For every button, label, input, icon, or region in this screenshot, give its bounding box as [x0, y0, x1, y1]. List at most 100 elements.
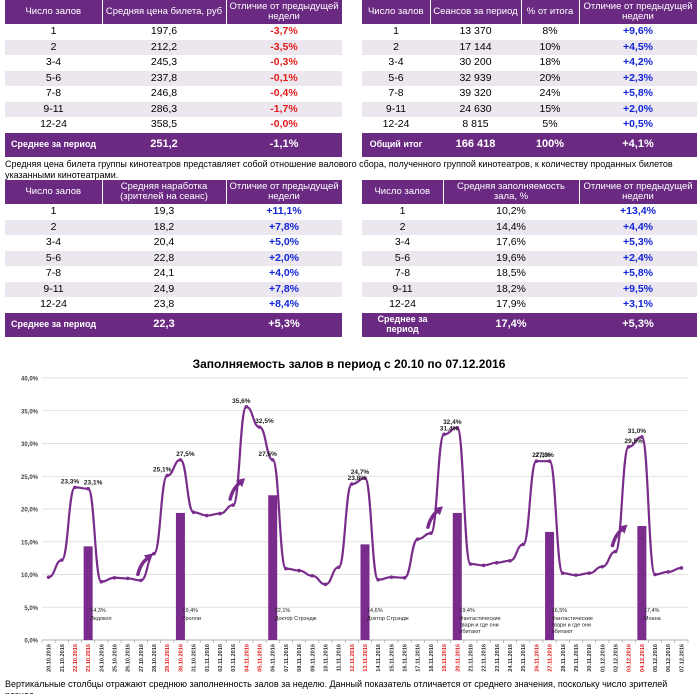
weekly-bar — [83, 546, 93, 640]
y-tick-label: 40,0% — [21, 377, 39, 383]
x-tick-label: 13.11.2016 — [363, 644, 369, 672]
data-point — [534, 459, 539, 463]
data-point — [508, 558, 512, 563]
x-tick-label: 05.12.2016 — [653, 644, 659, 672]
x-tick-label: 05.11.2016 — [258, 644, 264, 672]
avg-occupancy-table: Число залов Средняя заполняемость зала, … — [362, 180, 698, 337]
film-name-label: обитают — [459, 629, 481, 635]
table-cell: +2,0% — [579, 101, 697, 117]
table-cell: 5-6 — [362, 70, 430, 86]
header-change: Отличие от предыдущей недели — [226, 0, 343, 24]
table-cell: 2 — [5, 39, 102, 55]
film-name-label: Моана — [644, 616, 662, 622]
trend-arrows — [136, 478, 628, 577]
table-cell: 286,3 — [102, 101, 226, 117]
x-tick-label: 09.11.2016 — [310, 644, 316, 672]
table-cell: +9,5% — [579, 281, 697, 297]
x-tick-label: 28.11.2016 — [561, 644, 567, 672]
x-tick-label: 23.10.2016 — [86, 644, 92, 672]
data-point — [363, 476, 367, 481]
weekly-bar — [175, 512, 185, 640]
table-cell: 32 939 — [430, 70, 521, 86]
chart-title: Заполняемость залов в период с 20.10 по … — [193, 357, 506, 371]
table-cell: 5-6 — [362, 250, 443, 266]
y-tick-label: 0,0% — [24, 639, 38, 645]
data-point — [257, 425, 262, 429]
data-point — [99, 579, 104, 584]
x-tick-label: 08.11.2016 — [297, 644, 303, 672]
x-tick-label: 31.10.2016 — [192, 644, 198, 672]
occupancy-line — [46, 405, 684, 587]
header-percent-total: % от итога — [521, 0, 580, 24]
x-tick-label: 22.11.2016 — [482, 644, 488, 672]
table-cell: +13,4% — [579, 204, 697, 220]
occupancy-chart: Заполняемость залов в период с 20.10 по … — [21, 357, 689, 672]
table-cell: -3,5% — [226, 39, 342, 55]
film-name-label: Доктор Стрэндж — [275, 616, 317, 622]
table-row: 5-6 237,8 -0,1% — [5, 70, 342, 86]
table-cell: 7-8 — [362, 86, 430, 102]
table-cell: +7,8% — [226, 219, 342, 235]
x-tick-label: 03.11.2016 — [231, 644, 237, 672]
x-tick-label: 24.10.2016 — [99, 644, 105, 672]
data-label: 23,1% — [84, 480, 103, 487]
data-point — [415, 537, 420, 541]
table-cell: 5-6 — [5, 70, 102, 86]
weekly-bar-label: 19,4% — [459, 608, 475, 614]
table-cell: 19,6% — [443, 250, 579, 266]
table-cell: 17 144 — [430, 39, 521, 55]
table-cell: -3,7% — [226, 24, 342, 40]
table-cell: +4,0% — [226, 266, 342, 282]
table-cell: 18,5% — [443, 266, 579, 282]
table-cell: 12-24 — [362, 117, 430, 133]
footer-label: Среднее за период — [5, 132, 102, 157]
header-hall-count: Число залов — [5, 180, 103, 204]
data-point — [679, 566, 684, 570]
table-cell: 5-6 — [5, 250, 102, 266]
data-label: 23,8% — [348, 475, 367, 482]
table-cell: -0,0% — [226, 117, 342, 133]
data-point — [613, 549, 618, 554]
table-row: 9-11 18,2% +9,5% — [362, 281, 697, 297]
x-tick-label: 17.11.2016 — [416, 644, 422, 672]
data-point — [468, 562, 473, 566]
table-cell: +2,3% — [579, 70, 697, 86]
table-row: 3-4 20,4 +5,0% — [5, 235, 342, 251]
table-cell: 245,3 — [102, 55, 226, 71]
y-tick-label: 20,0% — [21, 508, 39, 514]
data-point — [455, 425, 460, 430]
footer-value: 251,2 — [102, 132, 226, 157]
weekly-bar — [545, 531, 555, 640]
data-point — [139, 578, 143, 583]
y-tick-label: 5,0% — [24, 606, 38, 612]
x-tick-label: 04.12.2016 — [640, 644, 646, 672]
data-label: 27,3% — [532, 452, 551, 459]
table-row: 3-4 30 200 18% +4,2% — [362, 55, 697, 71]
table-cell: 18,2% — [443, 281, 579, 297]
table-footer-row: Среднее за период 22,3 +5,3% — [5, 312, 342, 337]
y-axis-ticks: 0,0% 5,0% 10,0% 15,0% 20,0% 25,0% 30,0% 35,0% 40… — [21, 377, 39, 645]
data-point — [59, 558, 64, 562]
table-cell: 39 320 — [430, 86, 521, 102]
data-label: 29,5% — [624, 438, 643, 445]
header-hall-count: Число залов — [5, 0, 103, 24]
y-tick-label: 25,0% — [21, 475, 39, 481]
table-cell: 9-11 — [5, 101, 102, 117]
data-label: 31,0% — [628, 428, 647, 435]
trend-arrow-head-icon — [236, 478, 246, 488]
table-cell: +4,2% — [579, 55, 697, 71]
table-cell: 3-4 — [362, 55, 430, 71]
table-cell: 13 370 — [430, 24, 521, 40]
table-cell: +11,1% — [226, 204, 342, 220]
data-label: 32,5% — [255, 418, 274, 425]
table-row: 9-11 286,3 -1,7% — [5, 101, 342, 117]
data-point — [204, 513, 209, 518]
x-tick-label: 29.10.2016 — [165, 644, 171, 672]
x-tick-label: 27.11.2016 — [548, 644, 554, 672]
table-cell: 1 — [5, 24, 102, 40]
data-point — [402, 575, 407, 580]
table-cell: +4,5% — [579, 39, 697, 55]
table-cell: 12-24 — [362, 297, 443, 313]
y-tick-label: 15,0% — [21, 540, 39, 546]
x-tick-label: 02.12.2016 — [613, 644, 619, 672]
